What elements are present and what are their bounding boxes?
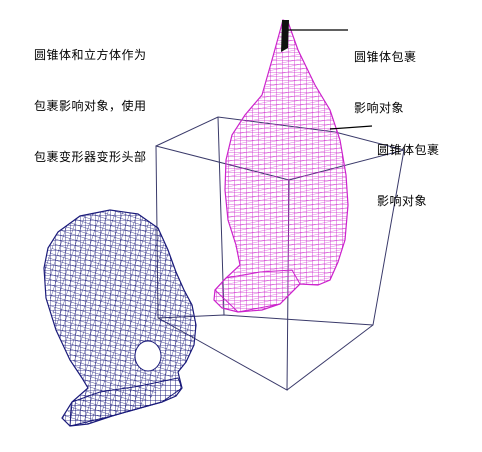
neck-band — [69, 377, 183, 427]
original-head — [43, 209, 197, 427]
cone-tip-callout: 圆锥体包裹 影响对象 — [354, 15, 417, 134]
deformed-head — [213, 19, 349, 313]
callout-leaders — [288, 29, 373, 130]
cone-side-callout-line-2: 影响对象 — [377, 194, 428, 208]
original-head-overlay — [44, 210, 194, 424]
caption-line-2: 包裹影响对象，使用 — [34, 99, 147, 113]
cone-tip — [281, 20, 289, 52]
caption-line-3: 包裹变形器变形头部 — [34, 150, 147, 164]
figure-caption: 圆锥体和立方体作为 包裹影响对象，使用 包裹变形器变形头部 — [34, 13, 147, 183]
leader-to-side — [329, 125, 373, 130]
ear — [134, 340, 162, 372]
cone-side-callout: 圆锥体包裹 影响对象 — [377, 108, 440, 227]
cone-tip-callout-line-1: 圆锥体包裹 — [354, 50, 417, 64]
caption-line-1: 圆锥体和立方体作为 — [34, 48, 147, 62]
cone-tip-callout-line-2: 影响对象 — [354, 101, 405, 115]
cone-side-callout-line-1: 圆锥体包裹 — [377, 143, 440, 157]
deformed-head-neck — [214, 269, 301, 313]
deformed-head-overlay — [215, 20, 348, 312]
